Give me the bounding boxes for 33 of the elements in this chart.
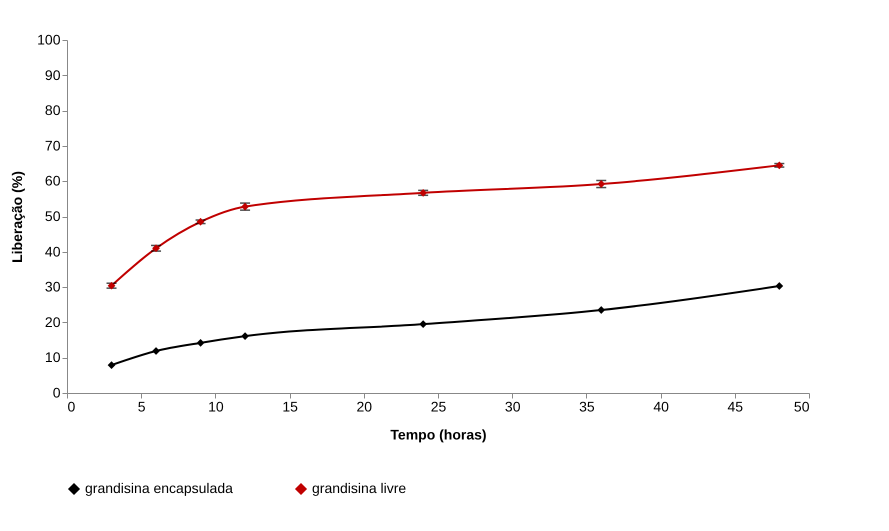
- y-tick-label: 30: [44, 278, 61, 295]
- x-tick-label: 30: [504, 398, 521, 414]
- x-tick-label: 35: [579, 398, 595, 414]
- y-tick-label: 90: [44, 66, 61, 83]
- y-tick-label: 40: [44, 243, 61, 260]
- legend-label: grandisina livre: [312, 480, 406, 496]
- y-tick-label: 80: [44, 102, 61, 118]
- point: [152, 347, 160, 355]
- point: [419, 320, 428, 328]
- x-tick-label: 20: [356, 398, 372, 414]
- x-tick-label: 15: [282, 398, 298, 414]
- x-tick-label: 5: [138, 398, 146, 414]
- x-tick-label: 40: [653, 398, 670, 414]
- x-tick-label: 50: [794, 398, 810, 414]
- y-tick-label: 50: [44, 208, 61, 224]
- point: [196, 339, 204, 347]
- y-tick-label: 60: [44, 172, 61, 189]
- x-tick-label: 10: [208, 398, 224, 414]
- x-tick-label: 25: [430, 398, 446, 414]
- point: [775, 282, 784, 290]
- y-tick-label: 20: [44, 314, 61, 330]
- point: [241, 332, 249, 340]
- y-tick-label: 70: [44, 137, 61, 154]
- x-tick-label: 0: [68, 398, 76, 414]
- x-tick-label: 45: [728, 398, 744, 414]
- x-axis-title: Tempo (horas): [390, 426, 487, 442]
- legend-label: grandisina encapsulada: [85, 480, 234, 496]
- y-tick-label: 10: [44, 349, 61, 366]
- point: [597, 306, 606, 314]
- y-tick-label: 0: [52, 384, 61, 400]
- point: [108, 361, 116, 369]
- y-tick-label: 100: [37, 32, 61, 48]
- y-axis-title: Liberação (%): [9, 171, 26, 263]
